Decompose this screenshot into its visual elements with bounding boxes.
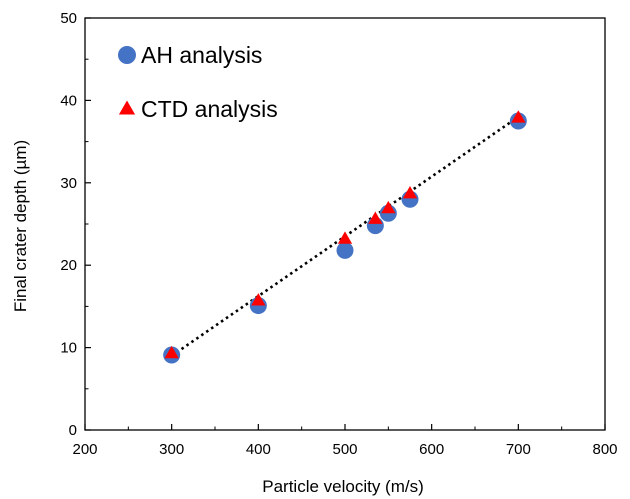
x-tick-label: 800 [592, 441, 617, 458]
ctd-analysis-point [368, 211, 383, 224]
ctd-analysis-point [337, 231, 353, 244]
ctd-analysis-point [251, 293, 266, 306]
y-tick-label: 50 [60, 10, 77, 27]
legend-label-ah: AH analysis [141, 42, 262, 68]
y-axis-ticks: 0 10 20 30 40 50 [60, 10, 91, 439]
x-axis-label: Particle velocity (m/s) [262, 477, 424, 496]
data-points [163, 110, 527, 364]
ctd-analysis-point [381, 200, 396, 214]
legend-label-ctd: CTD analysis [141, 96, 278, 122]
ctd-analysis-point [164, 345, 179, 359]
x-tick-label: 300 [159, 441, 184, 458]
ctd-analysis-point [402, 186, 418, 199]
legend-marker-ctd [118, 100, 136, 115]
y-tick-label: 40 [60, 92, 77, 109]
legend: AH analysis CTD analysis [118, 42, 278, 122]
plot-area-border [84, 17, 606, 431]
x-tick-label: 500 [332, 441, 357, 458]
x-tick-label: 600 [419, 441, 444, 458]
y-tick-label: 30 [60, 175, 77, 192]
y-tick-label: 10 [60, 340, 77, 357]
y-axis-label: Final crater depth (µm) [11, 140, 30, 312]
y-tick-label: 20 [60, 257, 77, 274]
y-tick-label: 0 [69, 422, 77, 439]
ctd-analysis-point [511, 110, 526, 123]
legend-marker-ah [118, 46, 136, 64]
x-axis-ticks: 200 300 400 500 600 700 800 [72, 424, 618, 458]
plot-frame [84, 17, 606, 431]
x-tick-label: 200 [72, 441, 97, 458]
x-tick-label: 400 [246, 441, 271, 458]
ah-analysis-point [336, 241, 354, 259]
x-tick-label: 700 [506, 441, 531, 458]
